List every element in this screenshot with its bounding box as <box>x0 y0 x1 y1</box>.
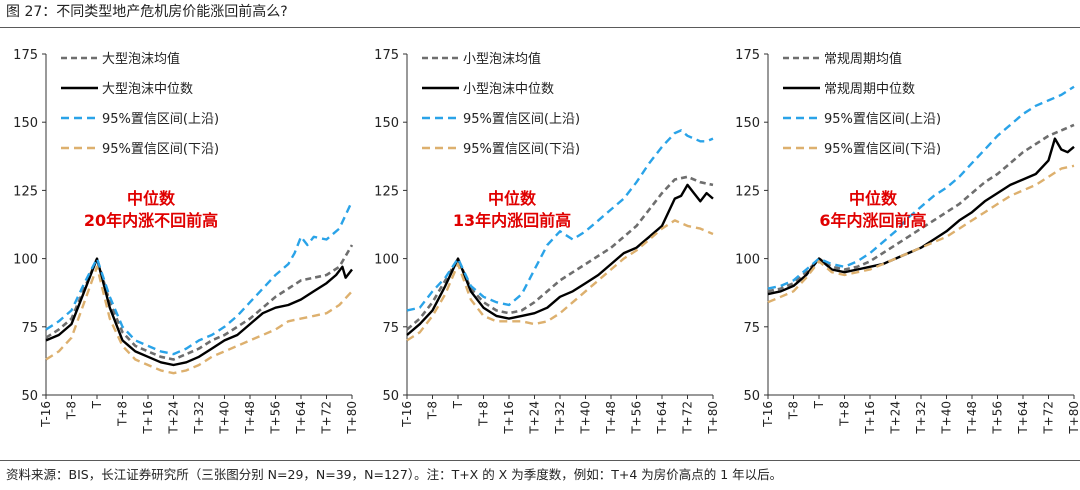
x-tick-label: T-8 <box>65 401 79 420</box>
y-tick-label: 125 <box>374 184 399 199</box>
y-tick-label: 125 <box>735 184 760 199</box>
x-tick-label: T+72 <box>320 401 334 435</box>
series-line-mean <box>406 175 714 331</box>
x-tick-label: T <box>812 400 826 409</box>
figure-title: 图 27：不同类型地产危机房价能涨回前高么? <box>6 4 288 20</box>
x-tick-label: T+80 <box>345 401 359 435</box>
x-tick-label: T+16 <box>141 401 155 435</box>
x-tick-label: T+24 <box>167 401 181 435</box>
x-tick-label: T+24 <box>889 401 903 435</box>
bottom-rule <box>0 460 1080 461</box>
x-tick-label: T+32 <box>914 401 928 435</box>
y-tick-label: 175 <box>735 48 760 63</box>
x-tick-label: T+72 <box>1042 401 1056 435</box>
y-tick-label: 150 <box>13 116 38 131</box>
x-tick-label: T-16 <box>761 401 775 428</box>
series-line-upper <box>45 200 354 356</box>
legend-label: 95%置信区间(下沿) <box>824 142 941 157</box>
series-line-lower <box>406 219 714 342</box>
x-tick-label: T+48 <box>604 401 618 435</box>
y-tick-label: 50 <box>21 389 38 404</box>
legend-label: 95%置信区间(下沿) <box>463 142 580 157</box>
x-tick-label: T+48 <box>965 401 979 435</box>
x-tick-label: T-8 <box>787 401 801 420</box>
annotation-text: 6年内涨回前高 <box>819 211 926 230</box>
x-tick-label: T+32 <box>192 401 206 435</box>
series-line-upper <box>406 129 714 312</box>
legend-label: 大型泡沫中位数 <box>102 82 193 97</box>
y-tick-label: 175 <box>374 48 399 63</box>
x-tick-label: T+56 <box>630 401 644 435</box>
x-tick-label: T <box>451 400 465 409</box>
x-tick-label: T+72 <box>681 401 695 435</box>
source-note: 资料来源：BIS，长江证券研究所（三张图分别 N=29，N=39，N=127）。… <box>6 467 783 482</box>
x-tick-label: T+24 <box>528 401 542 435</box>
x-tick-label: T+56 <box>991 401 1005 435</box>
series-line-median <box>767 137 1075 296</box>
y-tick-label: 75 <box>382 321 399 336</box>
legend-label: 95%置信区间(上沿) <box>102 112 219 127</box>
x-tick-label: T+40 <box>579 401 593 435</box>
annotation-text: 中位数 <box>849 189 898 208</box>
y-tick-label: 175 <box>13 48 38 63</box>
y-tick-label: 75 <box>21 321 38 336</box>
x-tick-label: T+40 <box>218 401 232 435</box>
x-tick-label: T+16 <box>502 401 516 435</box>
y-tick-label: 50 <box>382 389 399 404</box>
x-tick-label: T+64 <box>1016 401 1030 435</box>
series-line-lower <box>767 164 1075 304</box>
x-tick-label: T+32 <box>553 401 567 435</box>
series-line-upper <box>767 85 1075 290</box>
legend-label: 小型泡沫中位数 <box>463 82 554 97</box>
y-tick-label: 125 <box>13 184 38 199</box>
y-tick-label: 100 <box>13 253 38 268</box>
x-tick-label: T+64 <box>294 401 308 435</box>
x-tick-label: T+16 <box>863 401 877 435</box>
y-tick-label: 50 <box>743 389 760 404</box>
series-line-mean <box>45 244 354 361</box>
series-line-median <box>406 183 714 336</box>
x-tick-label: T+80 <box>706 401 720 435</box>
legend-label: 常规周期中位数 <box>824 82 915 97</box>
legend-label: 小型泡沫均值 <box>463 51 541 67</box>
y-tick-label: 150 <box>735 116 760 131</box>
x-tick-label: T+64 <box>655 401 669 435</box>
legend-label: 大型泡沫均值 <box>102 51 180 67</box>
chart-panel-3: 50 75 100 125 150 175 T-16 T-8 T T+8 T+16 T+24 T+32 T… <box>735 48 1080 435</box>
annotation-text: 13年内涨回前高 <box>453 211 571 230</box>
x-tick-label: T+56 <box>269 401 283 435</box>
legend-label: 95%置信区间(上沿) <box>824 112 941 127</box>
y-tick-label: 150 <box>374 116 399 131</box>
charts-area: 50 75 100 125 150 175 T-16 T-8 T T+8 T+16 T+24 T+32 T… <box>13 48 1080 435</box>
x-tick-label: T+40 <box>940 401 954 435</box>
legend-label: 95%置信区间(上沿) <box>463 112 580 127</box>
x-tick-label: T+8 <box>477 401 491 427</box>
x-tick-label: T-16 <box>39 401 53 428</box>
x-tick-label: T <box>90 400 104 409</box>
y-tick-label: 75 <box>743 321 760 336</box>
x-tick-label: T-16 <box>400 401 414 428</box>
top-rule <box>0 27 1080 28</box>
x-tick-label: T+8 <box>838 401 852 427</box>
legend-label: 常规周期均值 <box>824 51 902 67</box>
chart-panel-1: 50 75 100 125 150 175 T-16 T-8 T T+8 T+16 T+24 T+32 T… <box>13 48 359 435</box>
y-tick-label: 100 <box>735 253 760 268</box>
chart-panel-2: 50 75 100 125 150 175 T-16 T-8 T T+8 T+16 T+24 T+32 T… <box>374 48 720 435</box>
legend-label: 95%置信区间(下沿) <box>102 142 219 157</box>
x-tick-label: T-8 <box>426 401 440 420</box>
annotation-text: 中位数 <box>127 189 176 208</box>
series-line-lower <box>45 265 353 375</box>
annotation-text: 20年内涨不回前高 <box>84 211 218 230</box>
annotation-text: 中位数 <box>488 189 537 208</box>
y-tick-label: 100 <box>374 253 399 268</box>
x-tick-label: T+8 <box>116 401 130 427</box>
x-tick-label: T+48 <box>243 401 257 435</box>
x-tick-label: T+80 <box>1067 401 1080 435</box>
